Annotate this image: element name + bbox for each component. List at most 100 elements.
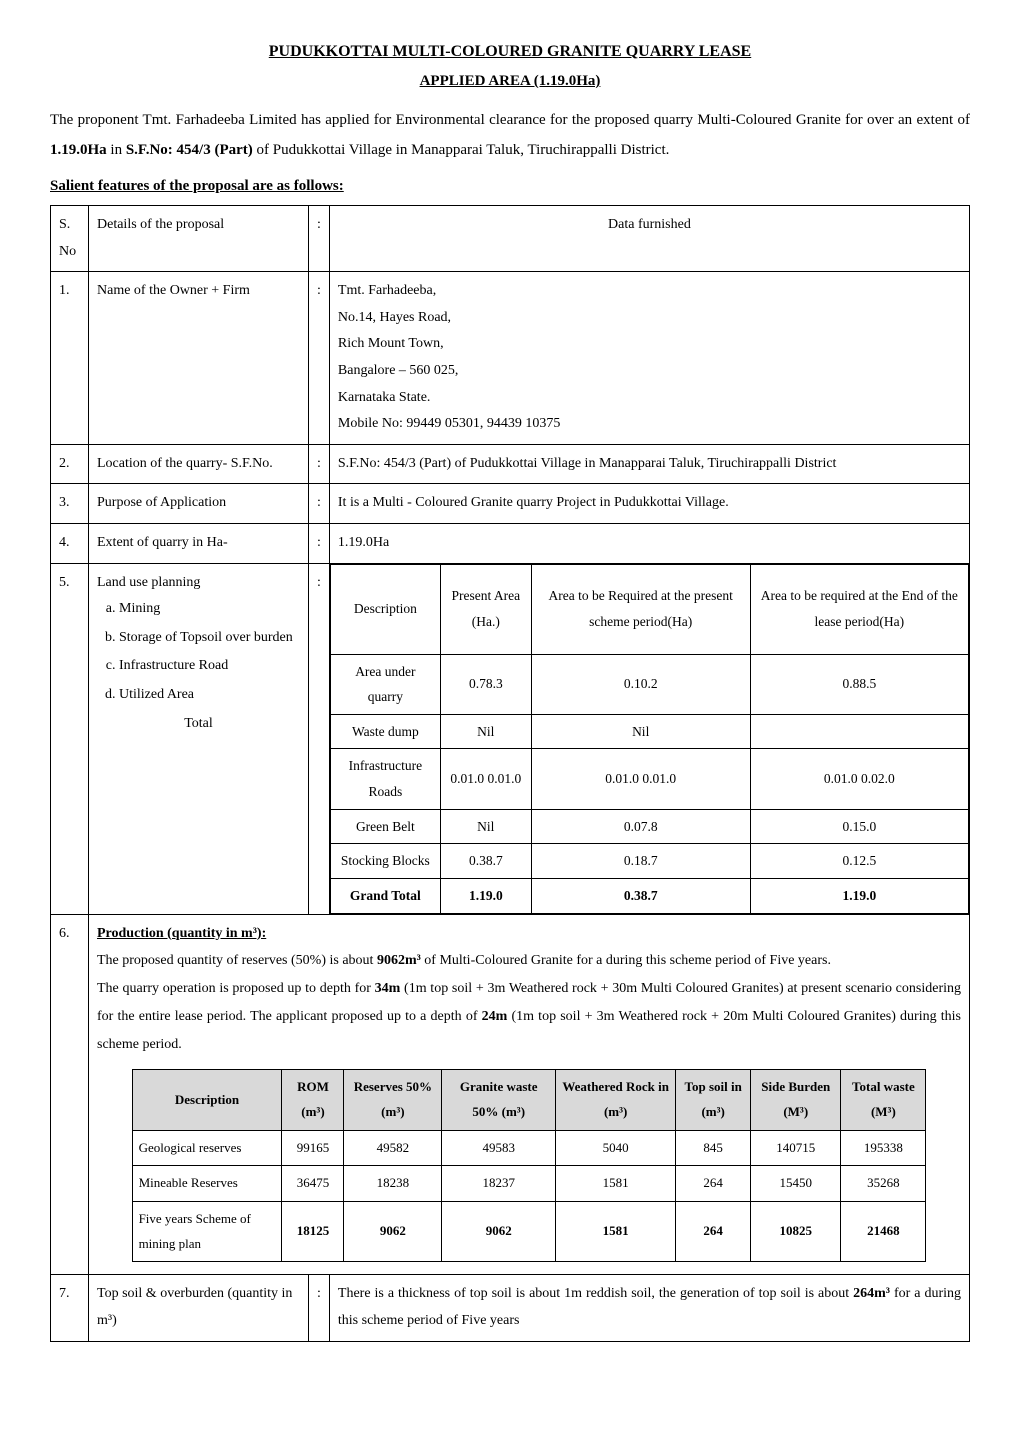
row-sn: 1. bbox=[51, 272, 89, 445]
rt-cell: 1581 bbox=[556, 1166, 676, 1202]
row-colon: : bbox=[309, 272, 330, 445]
intro-paragraph: The proponent Tmt. Farhadeeba Limited ha… bbox=[50, 105, 970, 165]
owner-line: Mobile No: 99449 05301, 94439 10375 bbox=[338, 416, 560, 431]
lut-cell: 0.12.5 bbox=[750, 844, 968, 879]
lut-cell: 1.19.0 bbox=[750, 879, 968, 914]
header-data: Data furnished bbox=[329, 206, 969, 272]
lut-h-present: Present Area (Ha.) bbox=[440, 564, 531, 654]
landuse-item: Storage of Topsoil over burden bbox=[119, 625, 300, 652]
row-value: 1.19.0Ha bbox=[329, 523, 969, 563]
row-value: Tmt. Farhadeeba, No.14, Hayes Road, Rich… bbox=[329, 272, 969, 445]
rt-cell: 15450 bbox=[751, 1166, 841, 1202]
row-colon: : bbox=[309, 1275, 330, 1341]
rt-cell: 9062 bbox=[344, 1202, 442, 1262]
lut-grand-row: Grand Total 1.19.0 0.38.7 1.19.0 bbox=[330, 879, 968, 914]
lut-cell: 0.38.7 bbox=[440, 844, 531, 879]
rt-h: Side Burden (M³) bbox=[751, 1070, 841, 1130]
rt-row: Five years Scheme of mining plan 18125 9… bbox=[132, 1202, 926, 1262]
production-heading: Production (quantity in m³): bbox=[97, 921, 961, 948]
rt-cell: 10825 bbox=[751, 1202, 841, 1262]
landuse-heading: Land use planning bbox=[97, 575, 200, 590]
row-label: Purpose of Application bbox=[89, 484, 309, 524]
lut-cell: Grand Total bbox=[330, 879, 440, 914]
row-topsoil: 7. Top soil & overburden (quantity in m³… bbox=[51, 1275, 970, 1341]
rt-cell: Geological reserves bbox=[132, 1130, 282, 1166]
header-colon: : bbox=[309, 206, 330, 272]
owner-line: Tmt. Farhadeeba, bbox=[338, 283, 436, 298]
rt-h: Top soil in (m³) bbox=[676, 1070, 751, 1130]
rt-cell: 9062 bbox=[442, 1202, 556, 1262]
rt-cell: 35268 bbox=[841, 1166, 926, 1202]
rt-cell: 140715 bbox=[751, 1130, 841, 1166]
lut-row: Stocking Blocks 0.38.7 0.18.7 0.12.5 bbox=[330, 844, 968, 879]
rt-cell: 264 bbox=[676, 1202, 751, 1262]
row-sn: 6. bbox=[51, 914, 89, 1275]
rt-cell: 1581 bbox=[556, 1202, 676, 1262]
row-landuse: 5. Land use planning Mining Storage of T… bbox=[51, 563, 970, 914]
rt-cell: 18238 bbox=[344, 1166, 442, 1202]
page-subtitle: APPLIED AREA (1.19.0Ha) bbox=[50, 70, 970, 93]
rt-cell: 845 bbox=[676, 1130, 751, 1166]
lut-cell: Area under quarry bbox=[330, 654, 440, 714]
lut-h-end: Area to be required at the End of the le… bbox=[750, 564, 968, 654]
table-header-row: S. No Details of the proposal : Data fur… bbox=[51, 206, 970, 272]
rt-cell: 5040 bbox=[556, 1130, 676, 1166]
lut-row: Waste dump Nil Nil bbox=[330, 714, 968, 749]
lut-row: Green Belt Nil 0.07.8 0.15.0 bbox=[330, 809, 968, 844]
lut-cell: 0.01.0 0.02.0 bbox=[750, 749, 968, 809]
rt-cell: 49582 bbox=[344, 1130, 442, 1166]
rt-cell: 36475 bbox=[282, 1166, 344, 1202]
rt-cell: 99165 bbox=[282, 1130, 344, 1166]
lut-row: Infrastructure Roads 0.01.0 0.01.0 0.01.… bbox=[330, 749, 968, 809]
lut-cell: Waste dump bbox=[330, 714, 440, 749]
lut-cell: 0.07.8 bbox=[531, 809, 750, 844]
row-value: Description Present Area (Ha.) Area to b… bbox=[329, 563, 969, 914]
row-sn: 4. bbox=[51, 523, 89, 563]
rt-h: ROM (m³) bbox=[282, 1070, 344, 1130]
row-colon: : bbox=[309, 484, 330, 524]
rt-h: Total waste (M³) bbox=[841, 1070, 926, 1130]
salient-heading: Salient features of the proposal are as … bbox=[50, 175, 970, 198]
owner-line: Rich Mount Town, bbox=[338, 336, 444, 351]
rt-cell: 264 bbox=[676, 1166, 751, 1202]
lut-cell: 0.01.0 0.01.0 bbox=[440, 749, 531, 809]
row-value: There is a thickness of top soil is abou… bbox=[329, 1275, 969, 1341]
lut-row: Area under quarry 0.78.3 0.10.2 0.88.5 bbox=[330, 654, 968, 714]
landuse-list: Mining Storage of Topsoil over burden In… bbox=[97, 596, 300, 708]
lut-h-desc: Description bbox=[330, 564, 440, 654]
landuse-item: Utilized Area bbox=[119, 682, 300, 709]
row-colon: : bbox=[309, 444, 330, 484]
rt-cell: 21468 bbox=[841, 1202, 926, 1262]
rt-h: Description bbox=[132, 1070, 282, 1130]
row-label: Top soil & overburden (quantity in m³) bbox=[89, 1275, 309, 1341]
lut-cell: 0.10.2 bbox=[531, 654, 750, 714]
rt-row: Mineable Reserves 36475 18238 18237 1581… bbox=[132, 1166, 926, 1202]
rt-cell: Five years Scheme of mining plan bbox=[132, 1202, 282, 1262]
row-sn: 2. bbox=[51, 444, 89, 484]
rt-cell: Mineable Reserves bbox=[132, 1166, 282, 1202]
row-sn: 3. bbox=[51, 484, 89, 524]
page-title: PUDUKKOTTAI MULTI-COLOURED GRANITE QUARR… bbox=[50, 40, 970, 64]
lut-cell: Nil bbox=[440, 714, 531, 749]
row-value: It is a Multi - Coloured Granite quarry … bbox=[329, 484, 969, 524]
row-label: Land use planning Mining Storage of Tops… bbox=[89, 563, 309, 914]
row-label: Extent of quarry in Ha- bbox=[89, 523, 309, 563]
rt-h: Granite waste 50% (m³) bbox=[442, 1070, 556, 1130]
owner-line: Karnataka State. bbox=[338, 390, 431, 405]
lut-cell: 0.88.5 bbox=[750, 654, 968, 714]
row-sn: 5. bbox=[51, 563, 89, 914]
lut-cell: Green Belt bbox=[330, 809, 440, 844]
row-colon: : bbox=[309, 523, 330, 563]
lut-cell: Stocking Blocks bbox=[330, 844, 440, 879]
landuse-item: Mining bbox=[119, 596, 300, 623]
lut-cell: 0.15.0 bbox=[750, 809, 968, 844]
lut-h-req: Area to be Required at the present schem… bbox=[531, 564, 750, 654]
proposal-table: S. No Details of the proposal : Data fur… bbox=[50, 205, 970, 1342]
rt-h: Reserves 50% (m³) bbox=[344, 1070, 442, 1130]
rt-cell: 18125 bbox=[282, 1202, 344, 1262]
row-sn: 7. bbox=[51, 1275, 89, 1341]
row-production: 6. Production (quantity in m³): The prop… bbox=[51, 914, 970, 1275]
row-extent: 4. Extent of quarry in Ha- : 1.19.0Ha bbox=[51, 523, 970, 563]
rt-cell: 18237 bbox=[442, 1166, 556, 1202]
production-text: The proposed quantity of reserves (50%) … bbox=[97, 947, 961, 1059]
